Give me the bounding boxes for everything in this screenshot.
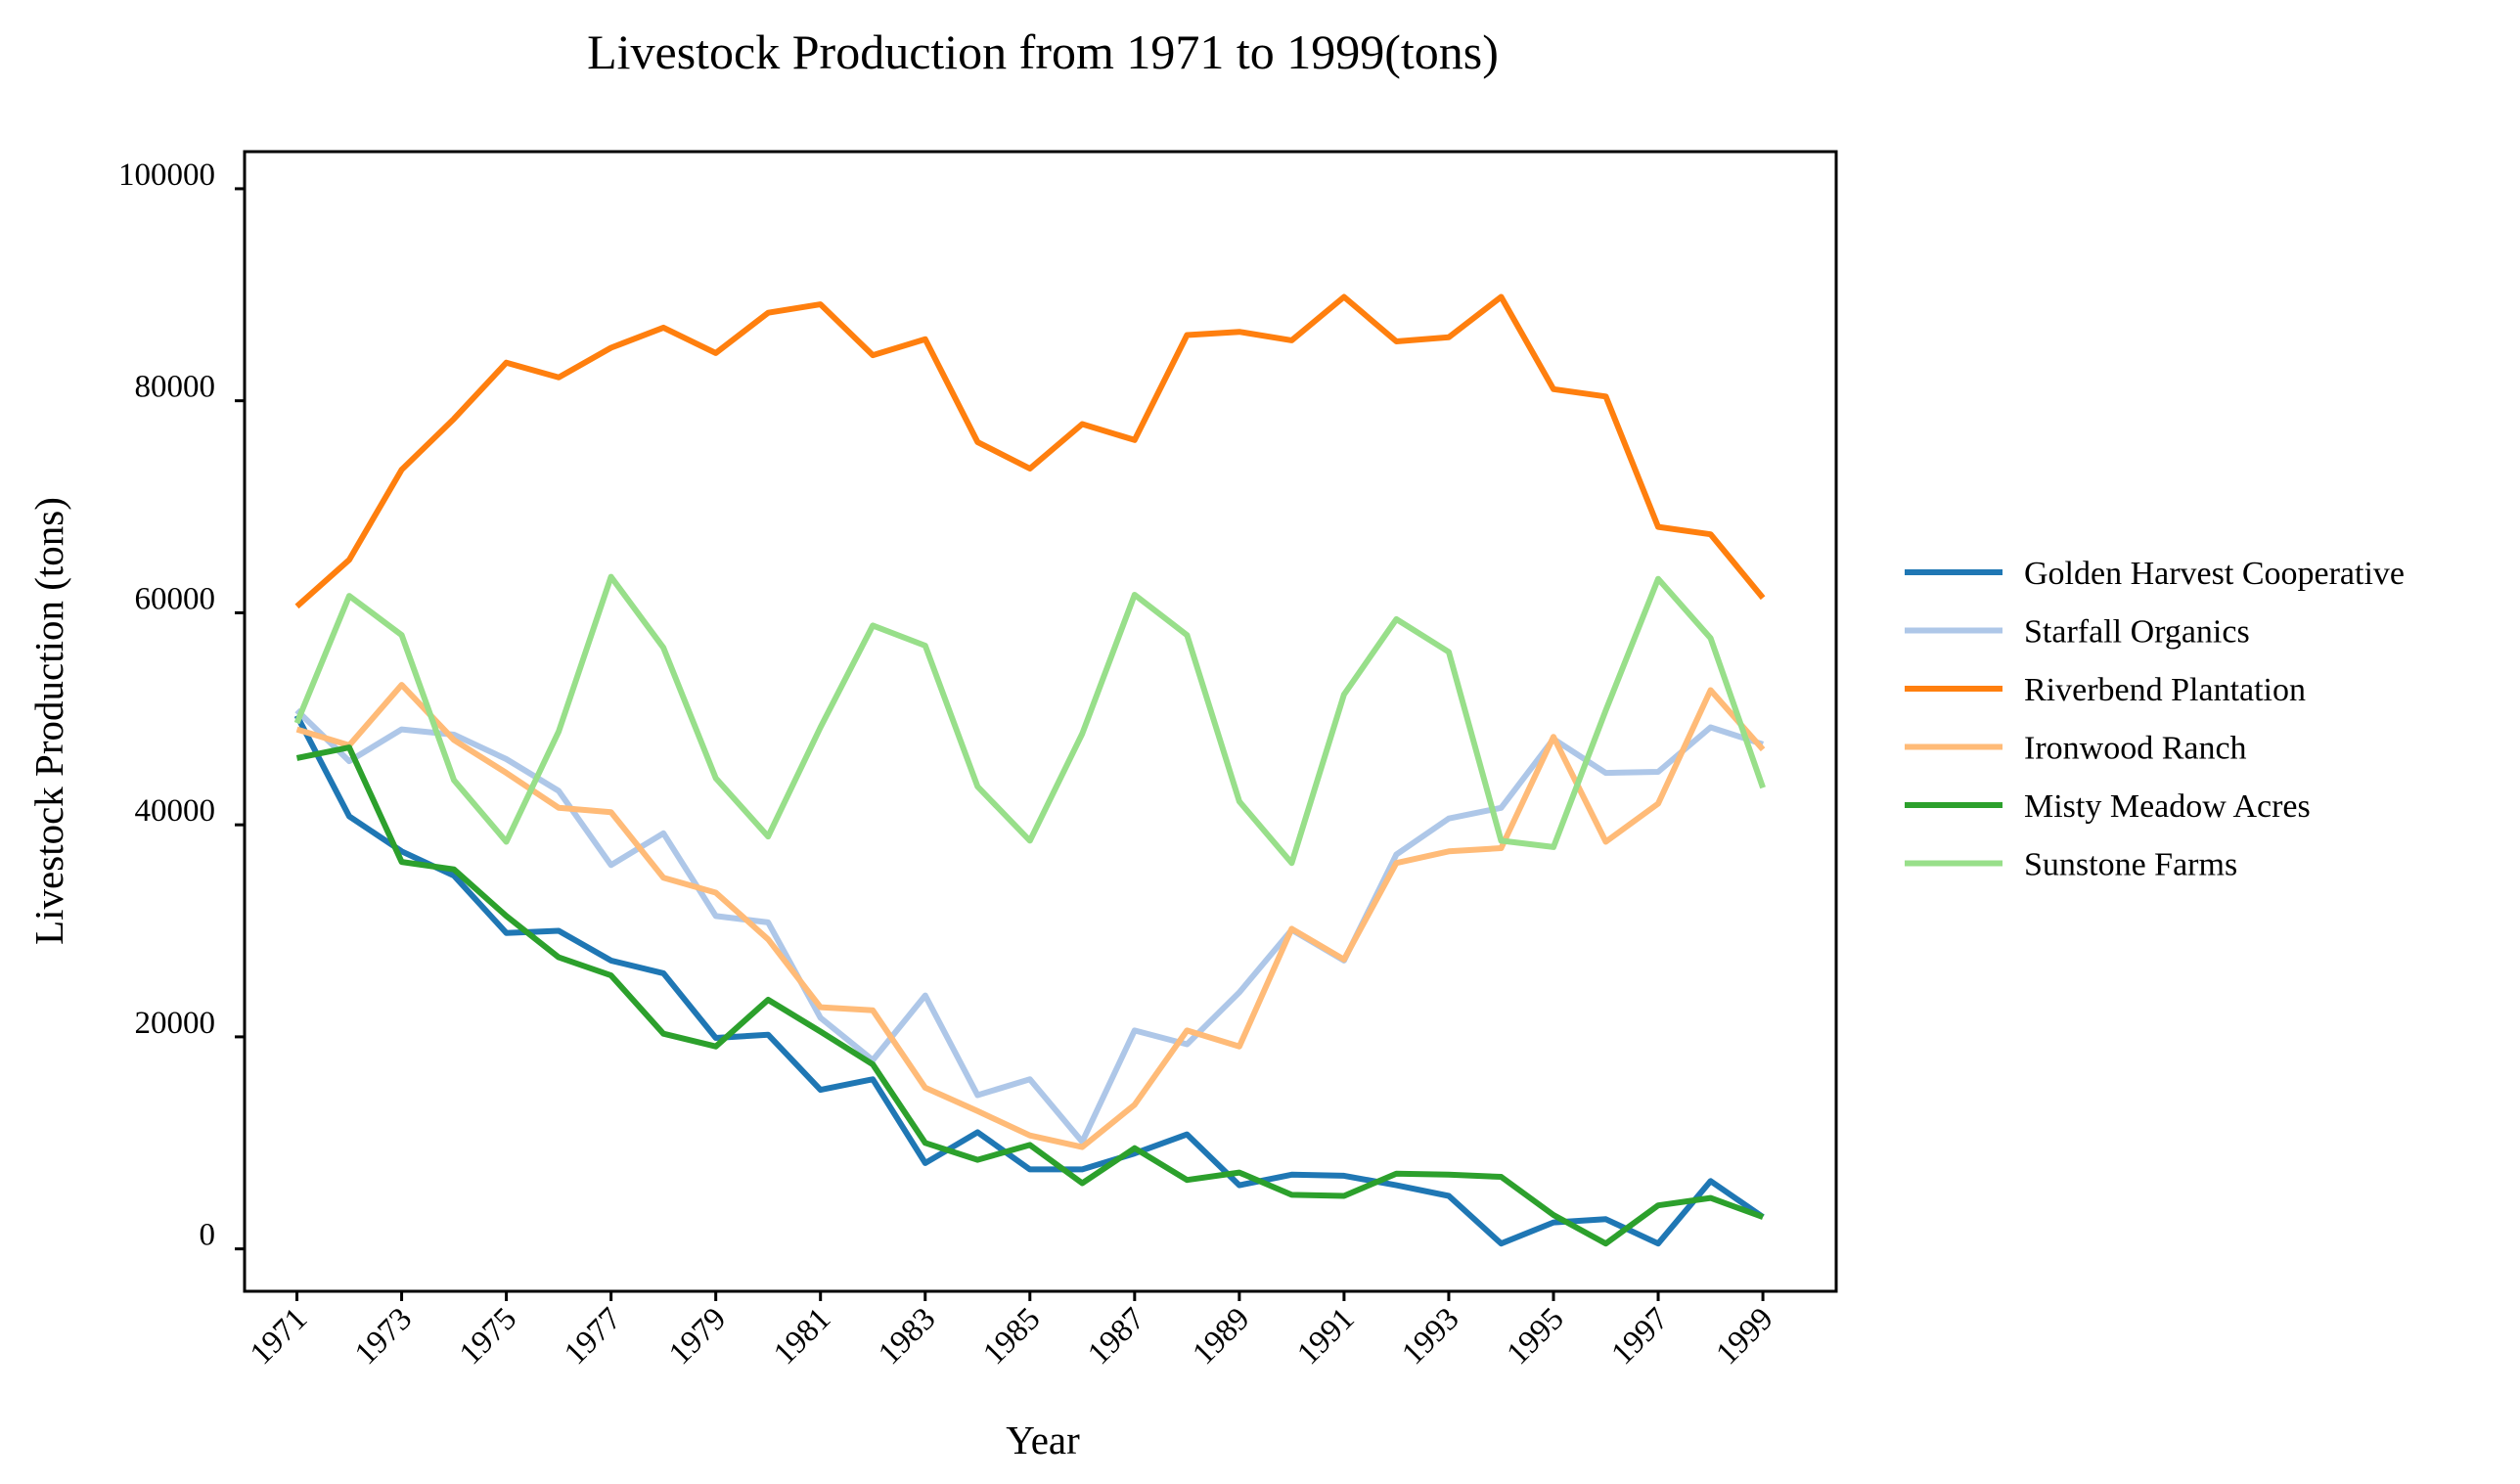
series-line-sunstone-farms (293, 573, 1766, 867)
legend-label: Ironwood Ranch (2024, 731, 2247, 767)
y-tick-label: 0 (200, 1218, 216, 1253)
chart-title: Livestock Production from 1971 to 1999(t… (587, 24, 1499, 79)
y-tick-label: 20000 (135, 1006, 216, 1041)
x-tick-label: 1999 (1710, 1301, 1780, 1372)
series-line-ironwood-ranch (295, 682, 1766, 1150)
x-tick-label: 1983 (872, 1301, 942, 1372)
x-tick-label: 1981 (767, 1301, 837, 1372)
legend-label: Misty Meadow Acres (2024, 788, 2311, 825)
legend-label: Riverbend Plantation (2024, 672, 2306, 708)
plot-frame (243, 150, 1838, 1293)
x-tick-label: 1991 (1290, 1301, 1361, 1372)
y-axis-label: Livestock Production (tons) (26, 497, 71, 945)
x-tick-label: 1979 (662, 1301, 733, 1372)
legend-label: Sunstone Farms (2024, 847, 2237, 883)
series-line-starfall-organics (294, 707, 1765, 1146)
y-tick-label: 40000 (135, 793, 216, 829)
series-line-golden-harvest-cooperative (293, 714, 1765, 1247)
legend-label: Starfall Organics (2024, 614, 2250, 651)
x-axis-label: Year (1006, 1417, 1080, 1462)
y-tick-label: 60000 (135, 581, 216, 616)
x-axis: 1971 1973 1975 1977 1979 1981 1983 1985 1987 1989… (244, 1291, 1780, 1372)
x-tick-label: 1985 (976, 1301, 1047, 1372)
x-tick-label: 1973 (348, 1301, 419, 1372)
series-line-misty-meadow-acres (295, 744, 1765, 1247)
x-tick-label: 1975 (453, 1301, 523, 1372)
x-tick-label: 1997 (1605, 1301, 1676, 1372)
legend: Golden Harvest Cooperative Starfall Organ… (1905, 556, 2405, 883)
series-line-riverbend-plantation (294, 293, 1766, 609)
x-tick-label: 1995 (1501, 1301, 1571, 1372)
x-tick-label: 1971 (244, 1301, 314, 1372)
legend-label: Golden Harvest Cooperative (2024, 556, 2405, 592)
x-tick-label: 1989 (1186, 1301, 1256, 1372)
y-axis: 0 20000 40000 60000 80000 100000 (118, 157, 245, 1253)
y-tick-label: 100000 (118, 157, 215, 193)
x-tick-label: 1993 (1395, 1301, 1465, 1372)
y-tick-label: 80000 (135, 370, 216, 405)
x-tick-label: 1977 (558, 1301, 628, 1372)
x-tick-label: 1987 (1081, 1301, 1151, 1372)
series-lines (293, 293, 1766, 1247)
